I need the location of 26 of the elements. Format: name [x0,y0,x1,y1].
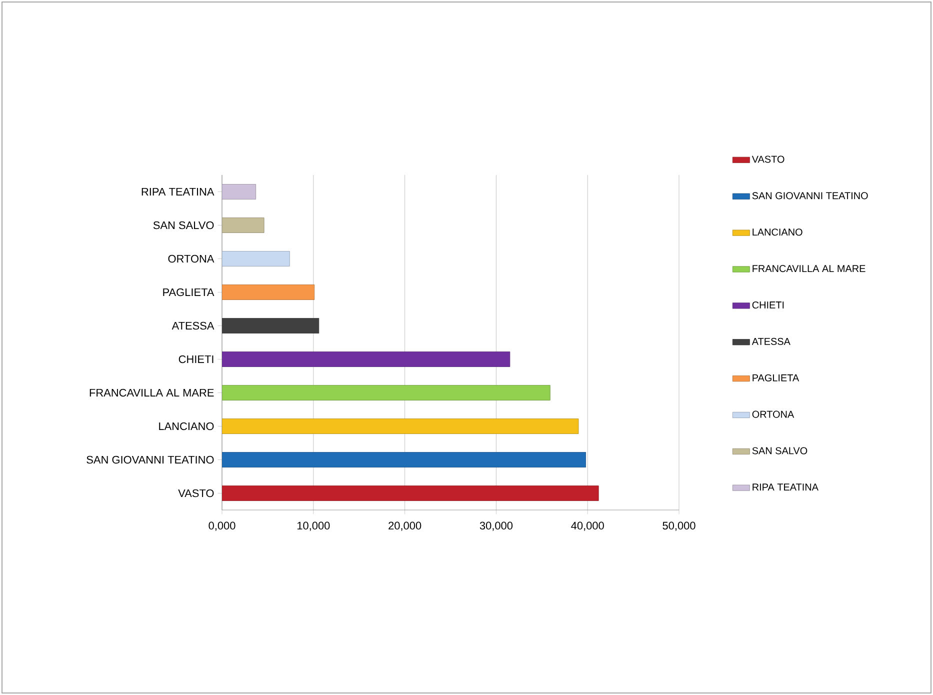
y-tick-label: SAN GIOVANNI TEATINO [86,456,214,464]
legend-label: ORTONA [752,410,794,418]
legend-label: LANCIANO [752,228,802,236]
legend-label: RIPA TEATINA [752,484,818,490]
legend-label: ATESSA [752,338,790,345]
legend-label: PAGLIETA [752,374,800,382]
y-tick-label: PAGLIETA [163,288,214,296]
y-tick-label: VASTO [178,489,214,498]
x-tick-label: 50,000 [662,522,696,531]
y-tick-label: ATESSA [172,322,214,330]
x-tick-label: 20,000 [388,522,422,531]
y-tick-label: CHIETI [178,355,214,364]
x-tick-label: 40,000 [571,522,604,531]
x-tick-label: 10,000 [297,522,330,531]
legend-label: CHIETI [752,301,784,309]
y-tick-label: LANCIANO [159,422,214,430]
y-tick-label: RIPA TEATINA [142,188,214,196]
y-tick-label: FRANCAVILLA AL MARE [90,388,214,397]
y-tick-label: SAN SALVO [153,221,214,230]
x-tick-label: 30,000 [480,522,513,531]
legend-label: SAN SALVO [752,447,808,454]
y-tick-label: ORTONA [168,254,214,263]
x-tick-label: 0,000 [208,522,236,531]
legend-label: FRANCAVILLA AL MARE [752,265,866,272]
legend-label: SAN GIOVANNI TEATINO [752,192,868,200]
legend-label: VASTO [752,156,784,163]
